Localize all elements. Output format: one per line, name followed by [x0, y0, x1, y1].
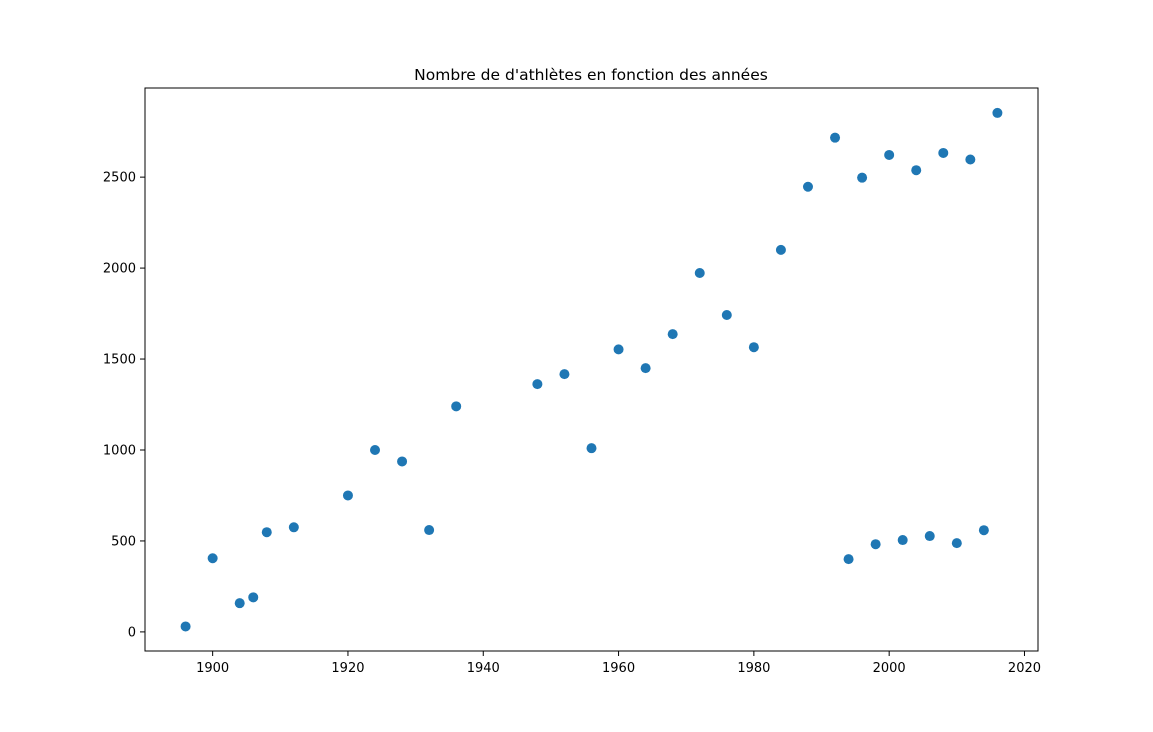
x-tick-label: 2000	[873, 661, 906, 676]
scatter-point	[234, 598, 245, 609]
x-tick-label: 1900	[196, 661, 229, 676]
data-points	[180, 107, 1003, 632]
scatter-point	[261, 527, 272, 538]
y-tick-label: 2500	[103, 171, 136, 186]
scatter-point	[884, 149, 895, 160]
scatter-point	[748, 342, 759, 353]
scatter-point	[424, 525, 435, 536]
scatter-point	[938, 147, 949, 158]
y-tick-label: 2000	[103, 262, 136, 277]
scatter-point	[370, 444, 381, 455]
scatter-point	[721, 310, 732, 321]
scatter-point	[451, 401, 462, 412]
scatter-point	[992, 107, 1003, 118]
y-tick-label: 500	[111, 534, 136, 549]
scatter-point	[640, 363, 651, 374]
scatter-point	[978, 525, 989, 536]
scatter-point	[857, 172, 868, 183]
x-tick-label: 1980	[737, 661, 770, 676]
y-tick-label: 1000	[103, 443, 136, 458]
scatter-point	[559, 369, 570, 380]
x-tick-label: 1920	[331, 661, 364, 676]
x-tick-label: 1940	[467, 661, 500, 676]
scatter-point	[207, 553, 218, 564]
scatter-point	[951, 538, 962, 549]
scatter-point	[775, 244, 786, 255]
x-tick-label: 1960	[602, 661, 635, 676]
scatter-point	[924, 531, 935, 542]
scatter-point	[532, 379, 543, 390]
y-tick-label: 1500	[103, 353, 136, 368]
scatter-point	[342, 490, 353, 501]
scatter-point	[911, 165, 922, 176]
chart-title: Nombre de d'athlètes en fonction des ann…	[414, 66, 768, 84]
scatter-point	[870, 539, 881, 550]
y-tick-label: 0	[128, 625, 136, 640]
scatter-point	[897, 535, 908, 546]
scatter-point	[586, 443, 597, 454]
scatter-point	[613, 344, 624, 355]
y-axis: 0 500 1000 1500 2000 2500	[103, 171, 145, 640]
scatter-point	[397, 456, 408, 467]
scatter-point	[965, 154, 976, 165]
scatter-point	[180, 621, 191, 632]
scatter-point	[667, 329, 678, 340]
scatter-point	[802, 181, 813, 192]
scatter-point	[288, 522, 299, 533]
x-axis: 1900 1920 1940 1960 1980 2000 2020	[196, 651, 1041, 676]
scatter-point	[694, 267, 705, 278]
scatter-point	[843, 554, 854, 565]
scatter-point	[248, 592, 259, 603]
plot-area-frame	[144, 87, 1039, 652]
scatter-point	[830, 132, 841, 143]
x-tick-label: 2020	[1008, 661, 1041, 676]
